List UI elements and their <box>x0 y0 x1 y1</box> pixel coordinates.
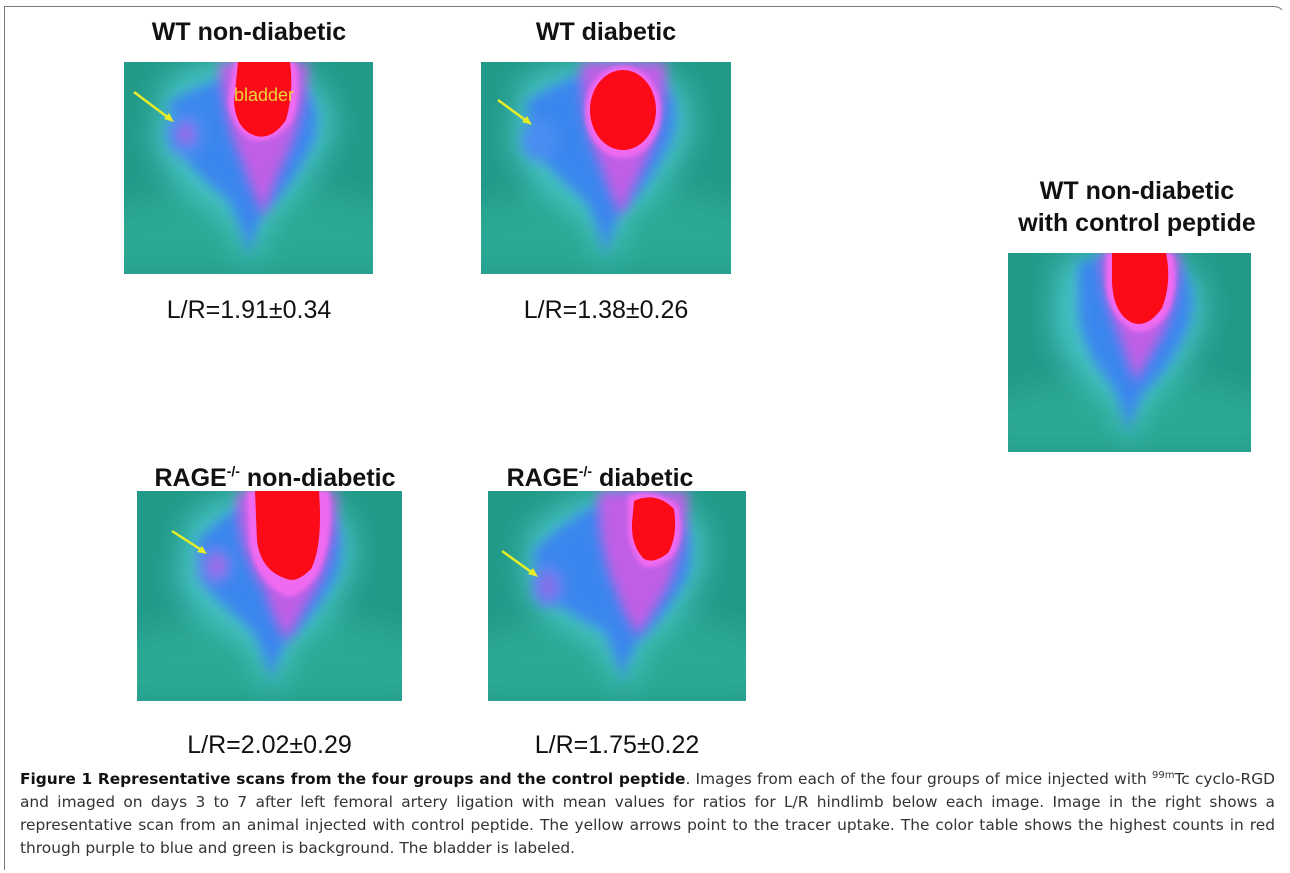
caption-text-a: . Images from each of the four groups of… <box>685 770 1153 788</box>
panel-title-wt-diabetic: WT diabetic <box>535 18 677 46</box>
arrow-icon <box>501 549 538 577</box>
arrow-icon <box>497 98 532 125</box>
title-rest: non-diabetic <box>239 464 396 492</box>
caption-title: Figure 1 Representative scans from the f… <box>20 770 686 788</box>
title-main: RAGE <box>154 464 227 492</box>
bladder-label: bladder <box>234 85 294 105</box>
ratio-wt-diabetic: L/R=1.38±0.26 <box>523 296 689 324</box>
arrow-icon <box>133 91 174 122</box>
panel-title-rage-diabetic: RAGE-/- diabetic <box>470 456 730 493</box>
scan-wt-diabetic <box>481 62 731 274</box>
title-superscript: -/- <box>226 463 240 479</box>
panel-title-wt-non-diabetic: WT non-diabetic <box>151 18 347 46</box>
caption-isotope-superscript: 99m <box>1152 770 1175 781</box>
panel-title-rage-non-diabetic: RAGE-/- non-diabetic <box>130 456 420 493</box>
arrow-icon <box>171 529 207 554</box>
scan-wt-non-diabetic: bladder <box>124 62 373 274</box>
figure-frame <box>4 6 1286 870</box>
figure-caption: Figure 1 Representative scans from the f… <box>20 768 1275 860</box>
scan-control-peptide <box>1008 253 1251 452</box>
ratio-rage-non-diabetic: L/R=2.02±0.29 <box>187 731 352 759</box>
title-rest: diabetic <box>592 464 694 492</box>
panel-title-control-line2: with control peptide <box>1018 209 1256 237</box>
ratio-rage-diabetic: L/R=1.75±0.22 <box>534 731 700 759</box>
title-superscript: -/- <box>578 463 593 479</box>
title-main: RAGE <box>506 464 579 492</box>
scan-rage-non-diabetic <box>137 491 402 701</box>
panel-title-control-line1: WT non-diabetic <box>1039 177 1235 205</box>
ratio-wt-non-diabetic: L/R=1.91±0.34 <box>166 296 332 324</box>
scan-rage-diabetic <box>488 491 746 701</box>
caption-text-b: Tc cyclo-RGD and imaged on days 3 to 7 a… <box>20 770 1275 857</box>
